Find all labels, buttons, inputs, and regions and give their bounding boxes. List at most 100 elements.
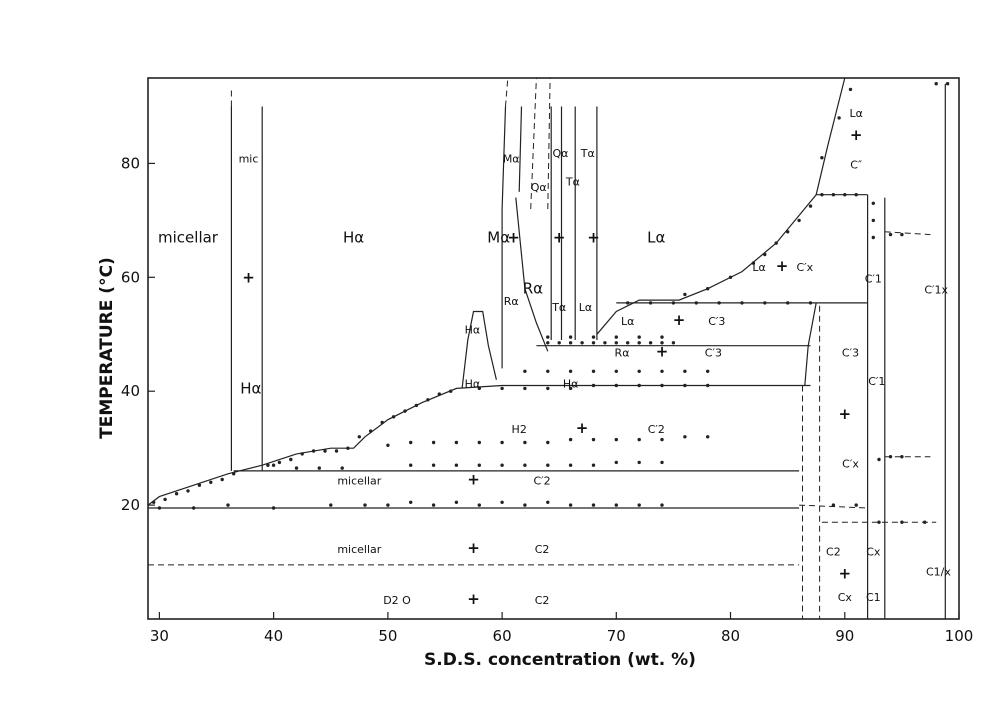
data-point-92 xyxy=(477,440,481,445)
data-point-38 xyxy=(568,369,573,373)
region-label-10: Tα xyxy=(580,147,595,160)
data-point-138 xyxy=(871,201,875,205)
data-point-42 xyxy=(660,369,664,373)
data-point-88 xyxy=(386,443,390,447)
region-label-24: C′3 xyxy=(705,346,722,359)
data-point-112 xyxy=(523,463,527,467)
data-point-53 xyxy=(637,341,641,345)
data-point-107 xyxy=(409,463,413,467)
data-point-132 xyxy=(546,500,550,504)
data-point-85 xyxy=(820,156,824,160)
data-point-90 xyxy=(431,440,436,445)
data-point-139 xyxy=(871,218,875,223)
data-point-137 xyxy=(660,503,664,507)
data-point-95 xyxy=(546,440,550,445)
data-point-152 xyxy=(854,503,858,507)
data-point-76 xyxy=(763,252,767,257)
data-point-133 xyxy=(568,503,573,507)
data-point-49 xyxy=(591,341,596,345)
region-label-6: Rα xyxy=(523,280,543,298)
data-point-122 xyxy=(271,506,276,510)
dashed-boundary-1 xyxy=(505,77,509,107)
region-labels: micellar mic Hα Hα Mα Mα Rα Rα Qα Qα Tα Tα Tα Lα Lα Lα C… xyxy=(158,107,951,607)
solid-boundary-5 xyxy=(518,106,523,192)
data-point-71 xyxy=(808,301,813,305)
data-point-56 xyxy=(671,341,676,345)
region-label-3: Hα xyxy=(343,229,364,247)
data-point-23 xyxy=(437,392,441,396)
region-label-19: Lα xyxy=(621,315,634,328)
region-label-31: C2 xyxy=(535,543,550,556)
data-point-3 xyxy=(186,489,190,493)
data-point-6 xyxy=(220,477,224,482)
data-point-118 xyxy=(660,460,664,465)
plus-marker-13: + xyxy=(839,564,852,582)
data-point-11 xyxy=(300,452,304,456)
plus-marker-1: + xyxy=(507,229,520,247)
solid-boundary-3 xyxy=(461,310,497,389)
data-point-58 xyxy=(568,335,573,339)
region-label-34: C′3 xyxy=(842,346,859,359)
plus-marker-10: + xyxy=(467,539,480,557)
data-point-65 xyxy=(671,301,676,305)
data-point-64 xyxy=(648,301,653,305)
data-point-18 xyxy=(380,420,384,425)
y-tick-label-3: 80 xyxy=(121,154,140,172)
data-point-62 xyxy=(660,335,664,339)
data-point-43 xyxy=(683,369,687,373)
region-label-39: C2 xyxy=(826,546,841,559)
data-point-87 xyxy=(848,87,853,92)
data-point-125 xyxy=(386,503,390,507)
data-point-55 xyxy=(660,341,664,345)
data-point-74 xyxy=(728,275,733,279)
data-point-9 xyxy=(277,460,282,465)
data-point-36 xyxy=(523,369,527,373)
data-point-1 xyxy=(163,497,167,502)
data-point-144 xyxy=(888,455,893,459)
x-tick-label-6: 90 xyxy=(835,627,854,645)
data-point-75 xyxy=(751,261,756,265)
data-point-68 xyxy=(740,301,744,305)
data-point-16 xyxy=(357,435,361,439)
data-point-119 xyxy=(157,506,162,510)
data-point-115 xyxy=(591,463,596,467)
x-tick-label-5: 80 xyxy=(721,627,740,645)
region-label-17: Lα xyxy=(752,261,765,274)
data-point-94 xyxy=(523,440,527,445)
region-label-41: C1 xyxy=(866,591,881,604)
region-label-9: Qα xyxy=(552,147,568,160)
region-label-26: H2 xyxy=(512,423,527,436)
data-point-89 xyxy=(409,440,413,445)
data-point-127 xyxy=(431,503,436,507)
dashed-boundary-2 xyxy=(530,77,537,210)
data-point-142 xyxy=(900,232,904,237)
data-point-51 xyxy=(614,341,618,345)
data-point-46 xyxy=(557,341,561,345)
data-point-34 xyxy=(683,383,687,388)
data-point-128 xyxy=(454,500,459,504)
region-label-18: C′x xyxy=(796,261,813,274)
data-point-146 xyxy=(877,520,881,524)
data-point-22 xyxy=(426,398,430,402)
data-point-105 xyxy=(317,466,321,470)
data-point-80 xyxy=(808,204,813,208)
data-point-101 xyxy=(683,435,687,439)
data-point-5 xyxy=(209,480,213,484)
data-point-72 xyxy=(683,292,687,297)
region-label-32: D2 O xyxy=(383,594,411,607)
plus-marker-7: + xyxy=(656,342,669,360)
data-point-135 xyxy=(614,503,618,507)
data-point-21 xyxy=(414,403,419,408)
region-label-1: mic xyxy=(239,153,259,166)
region-label-42: Cx xyxy=(866,546,881,559)
data-points xyxy=(152,82,950,524)
data-point-50 xyxy=(603,341,607,345)
region-label-43: C1/x xyxy=(926,566,951,579)
data-point-19 xyxy=(391,415,396,419)
data-point-32 xyxy=(637,383,641,388)
data-point-145 xyxy=(900,455,904,459)
region-label-37: C′1 xyxy=(865,272,882,285)
data-point-106 xyxy=(340,466,344,470)
